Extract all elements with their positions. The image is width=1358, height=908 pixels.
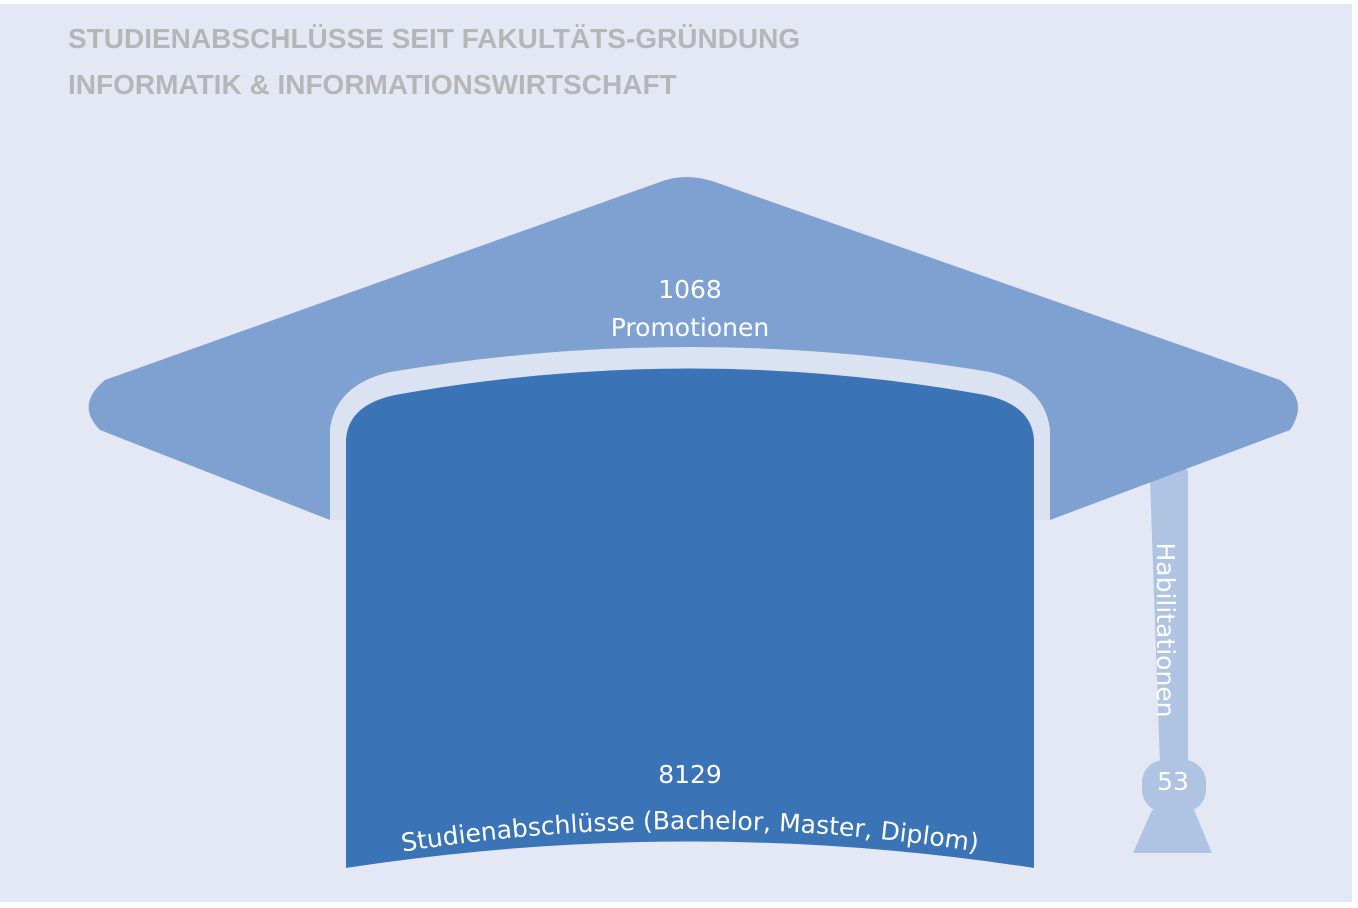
label: Promotionen [611, 313, 769, 342]
infographic: STUDIENABSCHLÜSSE SEIT FAKULTÄTS-GRÜNDUN… [0, 0, 1358, 908]
value: 1068 [658, 275, 722, 304]
title-line: INFORMATIK & INFORMATIONSWIRTSCHAFT [68, 69, 677, 100]
cap-body [346, 369, 1034, 869]
value: 53 [1157, 767, 1189, 796]
value: 8129 [658, 760, 722, 789]
label: Habilitationen [1151, 542, 1180, 717]
title-line: STUDIENABSCHLÜSSE SEIT FAKULTÄTS-GRÜNDUN… [68, 23, 800, 54]
